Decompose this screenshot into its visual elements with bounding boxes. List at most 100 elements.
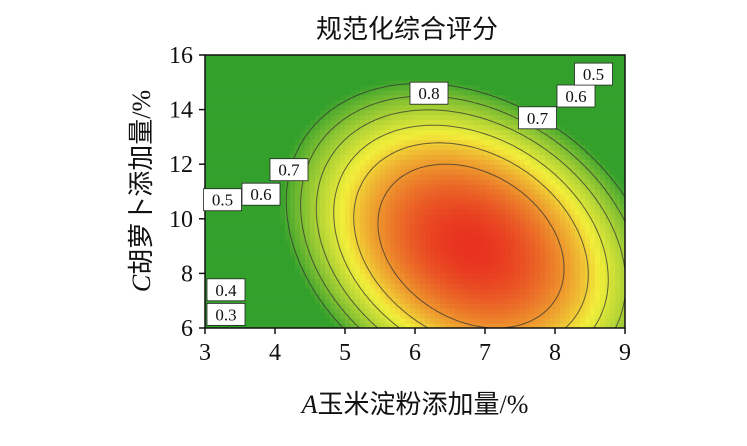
heatmap-cell xyxy=(215,273,221,279)
heatmap-cell xyxy=(310,129,316,136)
heatmap-cell xyxy=(610,303,616,309)
heatmap-cell xyxy=(535,59,541,66)
heatmap-cell xyxy=(415,213,421,220)
heatmap-cell xyxy=(455,114,461,121)
heatmap-cell xyxy=(440,303,446,309)
heatmap-cell xyxy=(225,208,231,215)
heatmap-cell xyxy=(540,99,546,106)
heatmap-cell xyxy=(350,154,356,160)
heatmap-cell xyxy=(225,89,231,96)
heatmap-cell xyxy=(275,64,281,71)
heatmap-cell xyxy=(255,119,261,126)
heatmap-cell xyxy=(475,159,481,165)
heatmap-cell xyxy=(490,243,496,250)
heatmap-cell xyxy=(475,283,481,289)
heatmap-cell xyxy=(605,154,611,160)
heatmap-cell xyxy=(290,74,296,81)
heatmap-cell xyxy=(355,55,361,61)
heatmap-cell xyxy=(420,268,426,274)
heatmap-cell xyxy=(260,253,266,260)
heatmap-cell xyxy=(475,248,481,255)
heatmap-cell xyxy=(355,169,361,175)
heatmap-cell xyxy=(445,288,451,294)
heatmap-cell xyxy=(270,104,276,111)
heatmap-cell xyxy=(365,208,371,215)
heatmap-cell xyxy=(590,149,596,155)
heatmap-cell xyxy=(605,248,611,255)
heatmap-cell xyxy=(515,179,521,185)
heatmap-cell xyxy=(585,184,591,190)
heatmap-cell xyxy=(365,159,371,165)
heatmap-cell xyxy=(435,193,441,200)
heatmap-cell xyxy=(210,99,216,106)
heatmap-cell xyxy=(600,174,606,180)
heatmap-cell xyxy=(350,303,356,309)
heatmap-cell xyxy=(525,253,531,260)
heatmap-cell xyxy=(505,179,511,185)
heatmap-cell xyxy=(305,134,311,140)
heatmap-cell xyxy=(285,273,291,279)
heatmap-cell xyxy=(250,94,256,101)
heatmap-cell xyxy=(355,203,361,210)
heatmap-cell xyxy=(500,308,506,314)
heatmap-cell xyxy=(430,193,436,200)
heatmap-cell xyxy=(460,89,466,96)
heatmap-cell xyxy=(620,228,625,235)
heatmap-cell xyxy=(210,213,216,220)
heatmap-cell xyxy=(430,293,436,299)
heatmap-cell xyxy=(505,174,511,180)
heatmap-cell xyxy=(260,99,266,106)
heatmap-cell xyxy=(515,59,521,66)
heatmap-cell xyxy=(605,323,611,328)
heatmap-cell xyxy=(615,253,621,260)
heatmap-cell xyxy=(270,253,276,260)
heatmap-cell xyxy=(305,298,311,304)
heatmap-cell xyxy=(450,283,456,289)
heatmap-cell xyxy=(410,179,416,185)
heatmap-cell xyxy=(425,238,431,245)
contour-label-box xyxy=(409,81,449,105)
heatmap-cell xyxy=(265,228,271,235)
heatmap-cell xyxy=(450,298,456,304)
heatmap-cell xyxy=(385,233,391,240)
heatmap-cell xyxy=(355,273,361,279)
heatmap-cell xyxy=(355,119,361,126)
x-tick-label: 8 xyxy=(549,340,561,366)
chart-title: 规范化综合评分 xyxy=(316,15,498,44)
heatmap-cell xyxy=(205,159,211,165)
heatmap-cell xyxy=(480,208,486,215)
heatmap-cell xyxy=(595,154,601,160)
heatmap-cell xyxy=(570,233,576,240)
heatmap-cell xyxy=(415,203,421,210)
heatmap-cell xyxy=(305,154,311,160)
heatmap-cell xyxy=(600,169,606,175)
heatmap-cell xyxy=(500,84,506,91)
heatmap-cell xyxy=(285,104,291,111)
heatmap-cell xyxy=(505,243,511,250)
heatmap-cell xyxy=(610,99,616,106)
heatmap-cell xyxy=(565,179,571,185)
heatmap-cell xyxy=(515,228,521,235)
heatmap-cell xyxy=(240,258,246,265)
heatmap-cell xyxy=(495,233,501,240)
heatmap-cell xyxy=(400,288,406,294)
heatmap-cell xyxy=(320,253,326,260)
heatmap-cell xyxy=(510,159,516,165)
heatmap-cell xyxy=(215,258,221,265)
heatmap-cell xyxy=(555,193,561,200)
heatmap-cell xyxy=(285,253,291,260)
heatmap-cell xyxy=(350,203,356,210)
heatmap-cell xyxy=(370,144,376,150)
heatmap-cell xyxy=(255,59,261,66)
heatmap-cell xyxy=(345,55,351,61)
heatmap-cell xyxy=(460,313,466,319)
heatmap-cell xyxy=(565,64,571,71)
heatmap-cell xyxy=(585,293,591,299)
heatmap-cell xyxy=(480,288,486,294)
heatmap-cell xyxy=(400,164,406,170)
contour-label: 0.6 xyxy=(556,84,596,108)
heatmap-cell xyxy=(535,154,541,160)
heatmap-cell xyxy=(280,268,286,274)
heatmap-cell xyxy=(265,129,271,136)
heatmap-cell xyxy=(480,69,486,76)
